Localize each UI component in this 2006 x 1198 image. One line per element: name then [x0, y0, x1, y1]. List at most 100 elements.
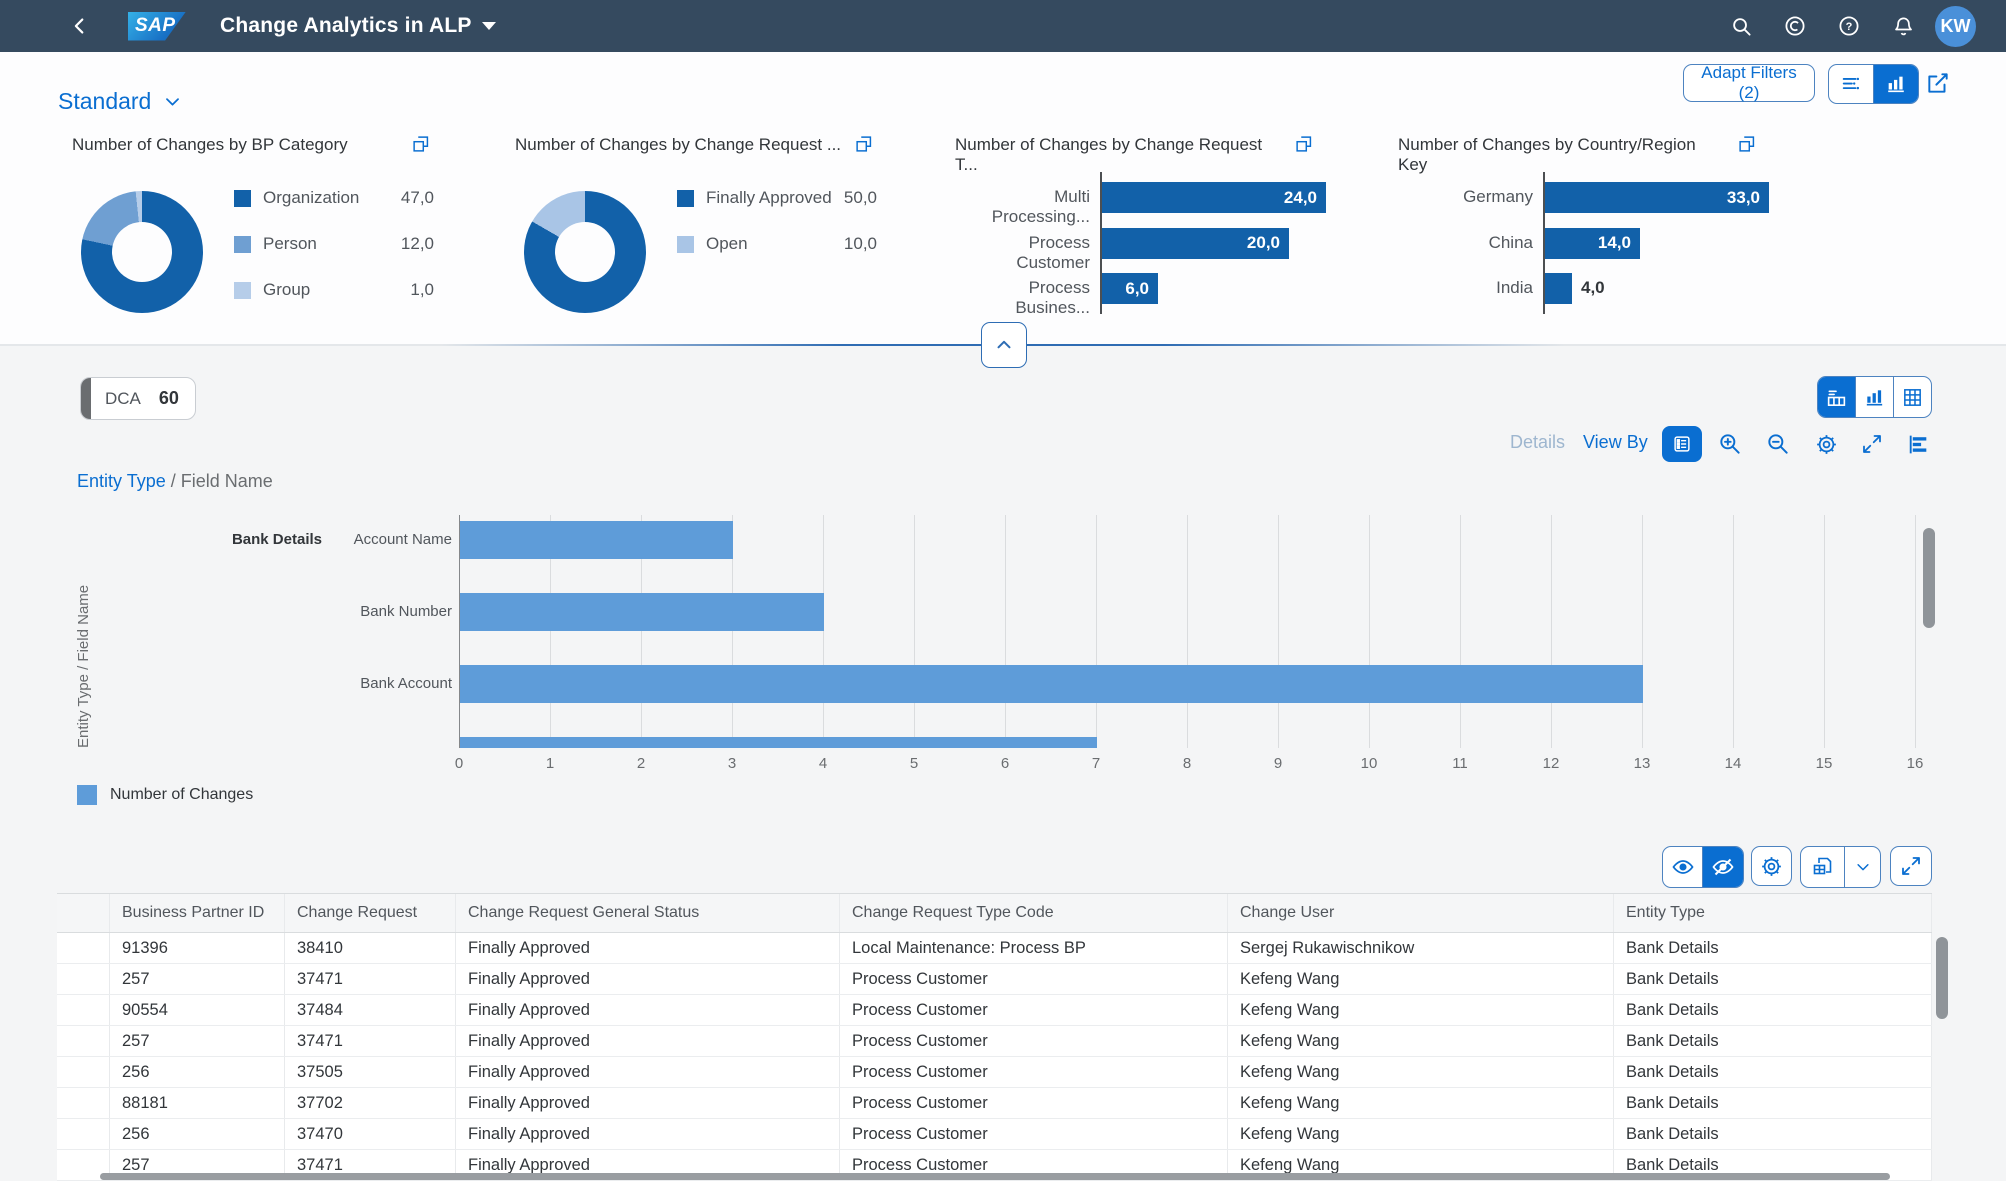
chart-gridline — [1824, 515, 1825, 748]
card-legend-label: Group — [263, 280, 311, 299]
hide-details-icon[interactable] — [1702, 847, 1743, 887]
details-button[interactable]: Details — [1510, 432, 1566, 452]
table-cell — [57, 995, 110, 1025]
clone-icon[interactable] — [853, 133, 877, 157]
card-bar-label: China — [1488, 232, 1533, 252]
card-legend-item[interactable]: Open 10,0 — [677, 234, 877, 254]
chart-view-toggle-icon[interactable] — [1873, 65, 1918, 103]
title-dropdown-icon[interactable] — [481, 22, 496, 30]
variant-selector[interactable]: Standard — [58, 88, 182, 115]
card-legend-value: 1,0 — [410, 280, 434, 299]
table-fullscreen-icon[interactable] — [1890, 846, 1932, 886]
collapse-header-button[interactable] — [981, 322, 1027, 368]
table-header-cell[interactable]: Business Partner ID — [110, 894, 285, 932]
assistant-icon[interactable] — [1773, 4, 1817, 48]
table-row[interactable]: 90554 37484 Finally Approved Process Custom… — [57, 995, 1932, 1026]
table-cell: Process Customer — [840, 964, 1228, 994]
notifications-icon[interactable] — [1881, 4, 1925, 48]
table-row[interactable]: 257 37471 Finally Approved Process Customer… — [57, 1026, 1932, 1057]
card-bar-value: 20,0 — [1246, 233, 1280, 252]
show-details-icon[interactable] — [1663, 847, 1702, 887]
zoom-in-icon[interactable] — [1714, 428, 1746, 460]
chart-bar[interactable] — [460, 593, 824, 631]
table-view-icon[interactable] — [1893, 377, 1931, 417]
search-icon[interactable] — [1719, 4, 1763, 48]
chart-gridline — [1278, 515, 1279, 748]
card-bar[interactable]: 14,0 — [1545, 227, 1640, 259]
card-title: Number of Changes by Country/Region Key — [1398, 135, 1696, 174]
card-bar-value: 6,0 — [1125, 278, 1149, 298]
table-row[interactable]: 256 37505 Finally Approved Process Customer… — [57, 1057, 1932, 1088]
clone-icon[interactable] — [1293, 133, 1317, 157]
chart-vertical-scrollbar[interactable] — [1923, 528, 1935, 628]
zoom-out-icon[interactable] — [1762, 428, 1794, 460]
table-horizontal-scrollbar[interactable] — [100, 1173, 1890, 1180]
chart-x-tick-label: 14 — [1724, 755, 1742, 772]
filter-fields-icon[interactable] — [1829, 65, 1873, 103]
card-bar-label: Germany — [1463, 187, 1533, 206]
table-header-cell[interactable]: Change Request General Status — [456, 894, 840, 932]
card-legend-label: Organization — [263, 188, 360, 207]
legend-toggle-icon[interactable] — [1662, 426, 1702, 462]
chart-settings-icon[interactable] — [1810, 428, 1842, 460]
avatar[interactable]: KW — [1935, 5, 1976, 47]
hybrid-view-icon[interactable] — [1818, 377, 1855, 417]
export-icon[interactable] — [1801, 847, 1844, 887]
breadcrumb-entity-type-link[interactable]: Entity Type — [77, 471, 166, 491]
chart-bar[interactable] — [460, 521, 733, 559]
table-cell: 256 — [110, 1119, 285, 1149]
card-title: Number of Changes by Change Request ... — [515, 135, 842, 154]
card-legend-item[interactable]: Group 1,0 — [234, 280, 434, 300]
chart-x-tick-label: 15 — [1815, 755, 1833, 772]
view-by-button[interactable]: View By — [1583, 432, 1648, 452]
horizontal-bar-chart-icon[interactable] — [1902, 428, 1934, 460]
visual-filter-chip-dca[interactable]: DCA 60 — [80, 377, 196, 420]
donut-chart[interactable] — [524, 191, 646, 313]
table-cell: 37484 — [285, 995, 456, 1025]
table-cell: Process Customer — [840, 1150, 1228, 1180]
clone-icon[interactable] — [1736, 133, 1760, 157]
card-bar[interactable]: 6,0 — [1102, 273, 1158, 304]
donut-chart[interactable] — [81, 191, 203, 313]
card-legend-value: 47,0 — [400, 188, 434, 207]
card-title: Number of Changes by Change Request T... — [955, 135, 1263, 174]
card-legend-item[interactable]: Finally Approved 50,0 — [677, 188, 877, 208]
table-cell: Finally Approved — [456, 933, 840, 963]
table-row[interactable]: 88181 37702 Finally Approved Process Custom… — [57, 1088, 1932, 1119]
export-dropdown-chevron-icon[interactable] — [1844, 847, 1880, 887]
chart-bar-overflow[interactable] — [460, 737, 1097, 748]
table-row[interactable]: 257 37471 Finally Approved Process Customer… — [57, 1150, 1932, 1181]
chart-bar[interactable] — [460, 665, 1643, 703]
table-row[interactable]: 256 37470 Finally Approved Process Customer… — [57, 1119, 1932, 1150]
table-cell: 37505 — [285, 1057, 456, 1087]
share-icon[interactable] — [1923, 68, 1953, 98]
clone-icon[interactable] — [410, 133, 434, 157]
adapt-filters-button[interactable]: Adapt Filters (2) — [1683, 63, 1815, 102]
chip-count: 60 — [158, 388, 179, 408]
card-legend-item[interactable]: Person 12,0 — [234, 234, 434, 254]
chart-fullscreen-icon[interactable] — [1856, 428, 1888, 460]
table-vertical-scrollbar[interactable] — [1936, 937, 1948, 1019]
table-header-cell[interactable]: Entity Type — [1614, 894, 1932, 932]
card-legend-item[interactable]: Organization 47,0 — [234, 188, 434, 208]
table-row[interactable]: 257 37471 Finally Approved Process Customer… — [57, 964, 1932, 995]
table-settings-icon[interactable] — [1751, 846, 1792, 886]
table-cell — [57, 1119, 110, 1149]
table-header-cell[interactable]: Change Request — [285, 894, 456, 932]
card-bar[interactable] — [1545, 273, 1572, 304]
card-bar-label: India — [1496, 278, 1533, 297]
card-bar[interactable]: 20,0 — [1102, 227, 1289, 259]
export-split-button — [1800, 846, 1881, 888]
card-legend-value: 10,0 — [843, 234, 877, 253]
card-bar[interactable]: 24,0 — [1102, 182, 1326, 213]
help-icon[interactable]: ? — [1827, 4, 1871, 48]
table-row[interactable]: 91396 38410 Finally Approved Local Maintena… — [57, 933, 1932, 964]
chart-axis-line — [459, 515, 460, 748]
chart-view-icon[interactable] — [1855, 377, 1893, 417]
table-header-cell[interactable]: Change Request Type Code — [840, 894, 1228, 932]
card-bar[interactable]: 33,0 — [1545, 182, 1769, 213]
table-cell: 38410 — [285, 933, 456, 963]
table-header-cell[interactable]: Change User — [1228, 894, 1614, 932]
back-icon[interactable] — [58, 4, 102, 48]
